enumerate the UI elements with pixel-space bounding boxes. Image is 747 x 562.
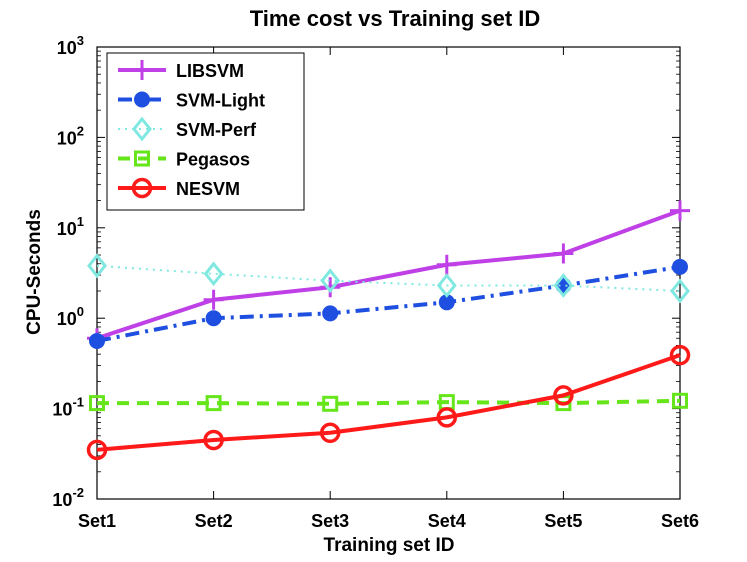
legend-item: NESVM bbox=[118, 177, 240, 199]
y-axis-label: CPU-Seconds bbox=[24, 209, 45, 335]
data-point bbox=[672, 258, 688, 275]
series-nesvm bbox=[86, 344, 691, 461]
legend-item: LIBSVM bbox=[118, 60, 244, 81]
data-point bbox=[203, 429, 224, 451]
legend-label: LIBSVM bbox=[176, 61, 244, 81]
data-point bbox=[670, 200, 690, 221]
data-point bbox=[87, 253, 107, 279]
x-tick-label: Set3 bbox=[311, 511, 349, 531]
data-point bbox=[89, 332, 105, 349]
data-point bbox=[89, 395, 105, 412]
data-point bbox=[322, 395, 339, 412]
y-tick-label: 10-1 bbox=[52, 395, 84, 420]
data-point bbox=[553, 273, 574, 298]
data-point bbox=[669, 344, 691, 366]
data-point bbox=[319, 422, 341, 444]
series-line bbox=[96, 208, 681, 341]
data-point bbox=[553, 243, 574, 264]
legend-label: SVM-Perf bbox=[176, 120, 257, 140]
y-tick-exponent: 0 bbox=[77, 304, 84, 319]
y-tick-label: 101 bbox=[57, 214, 84, 239]
series-line bbox=[96, 353, 681, 452]
x-tick-label: Set4 bbox=[428, 511, 466, 531]
y-tick-label: 10-2 bbox=[52, 485, 84, 510]
legend-item: Pegasos bbox=[118, 150, 250, 170]
data-point bbox=[320, 268, 341, 294]
y-tick-base: 10 bbox=[52, 400, 72, 420]
series-svm-perf bbox=[87, 253, 690, 304]
legend-label: SVM-Light bbox=[176, 91, 265, 111]
y-tick-base: 10 bbox=[57, 309, 77, 329]
legend-item: SVM-Perf bbox=[118, 116, 257, 142]
x-axis-label: Training set ID bbox=[324, 535, 455, 556]
data-point bbox=[320, 277, 341, 298]
y-tick-exponent: -2 bbox=[72, 485, 84, 500]
legend-marker bbox=[131, 177, 153, 199]
y-tick-label: 103 bbox=[57, 33, 84, 58]
y-tick-exponent: -1 bbox=[72, 395, 84, 410]
series-line bbox=[96, 264, 681, 343]
y-tick-exponent: 2 bbox=[77, 123, 84, 138]
data-point bbox=[86, 439, 108, 461]
y-tick-exponent: 1 bbox=[77, 214, 84, 229]
data-point bbox=[203, 289, 224, 310]
data-point bbox=[436, 273, 457, 298]
y-tick-base: 10 bbox=[57, 38, 77, 58]
series-lines bbox=[86, 200, 691, 461]
series-line bbox=[97, 398, 681, 406]
y-tick-base: 10 bbox=[52, 490, 72, 510]
y-tick-base: 10 bbox=[57, 128, 77, 148]
legend-marker bbox=[134, 91, 150, 108]
x-tick-label: Set6 bbox=[661, 511, 699, 531]
data-point bbox=[322, 305, 339, 322]
data-point bbox=[205, 395, 222, 412]
data-point bbox=[436, 254, 457, 275]
series-svm-light bbox=[89, 258, 688, 349]
y-tick-label: 100 bbox=[57, 304, 84, 329]
data-point bbox=[670, 278, 690, 304]
legend-box bbox=[106, 52, 305, 211]
legend-marker bbox=[132, 60, 152, 80]
data-point bbox=[553, 385, 574, 406]
legend-item: SVM-Light bbox=[118, 91, 265, 111]
y-tick-base: 10 bbox=[57, 219, 77, 239]
data-point bbox=[203, 261, 224, 287]
data-point bbox=[672, 392, 688, 409]
data-point bbox=[436, 407, 458, 428]
data-point bbox=[205, 310, 222, 327]
legend-label: NESVM bbox=[176, 179, 240, 199]
chart-title: Time cost vs Training set ID bbox=[250, 6, 541, 31]
y-tick-label: 102 bbox=[57, 123, 84, 148]
legend-marker bbox=[132, 116, 152, 142]
legend-marker bbox=[134, 150, 150, 167]
legend-label: Pegasos bbox=[176, 150, 250, 170]
legend: LIBSVM SVM-Light SVM-Perf Pegasos NESVM bbox=[106, 52, 305, 211]
x-tick-label: Set2 bbox=[195, 511, 233, 531]
y-tick-exponent: 3 bbox=[77, 33, 84, 48]
x-tick-label: Set5 bbox=[544, 511, 582, 531]
x-tick-label: Set1 bbox=[78, 511, 116, 531]
